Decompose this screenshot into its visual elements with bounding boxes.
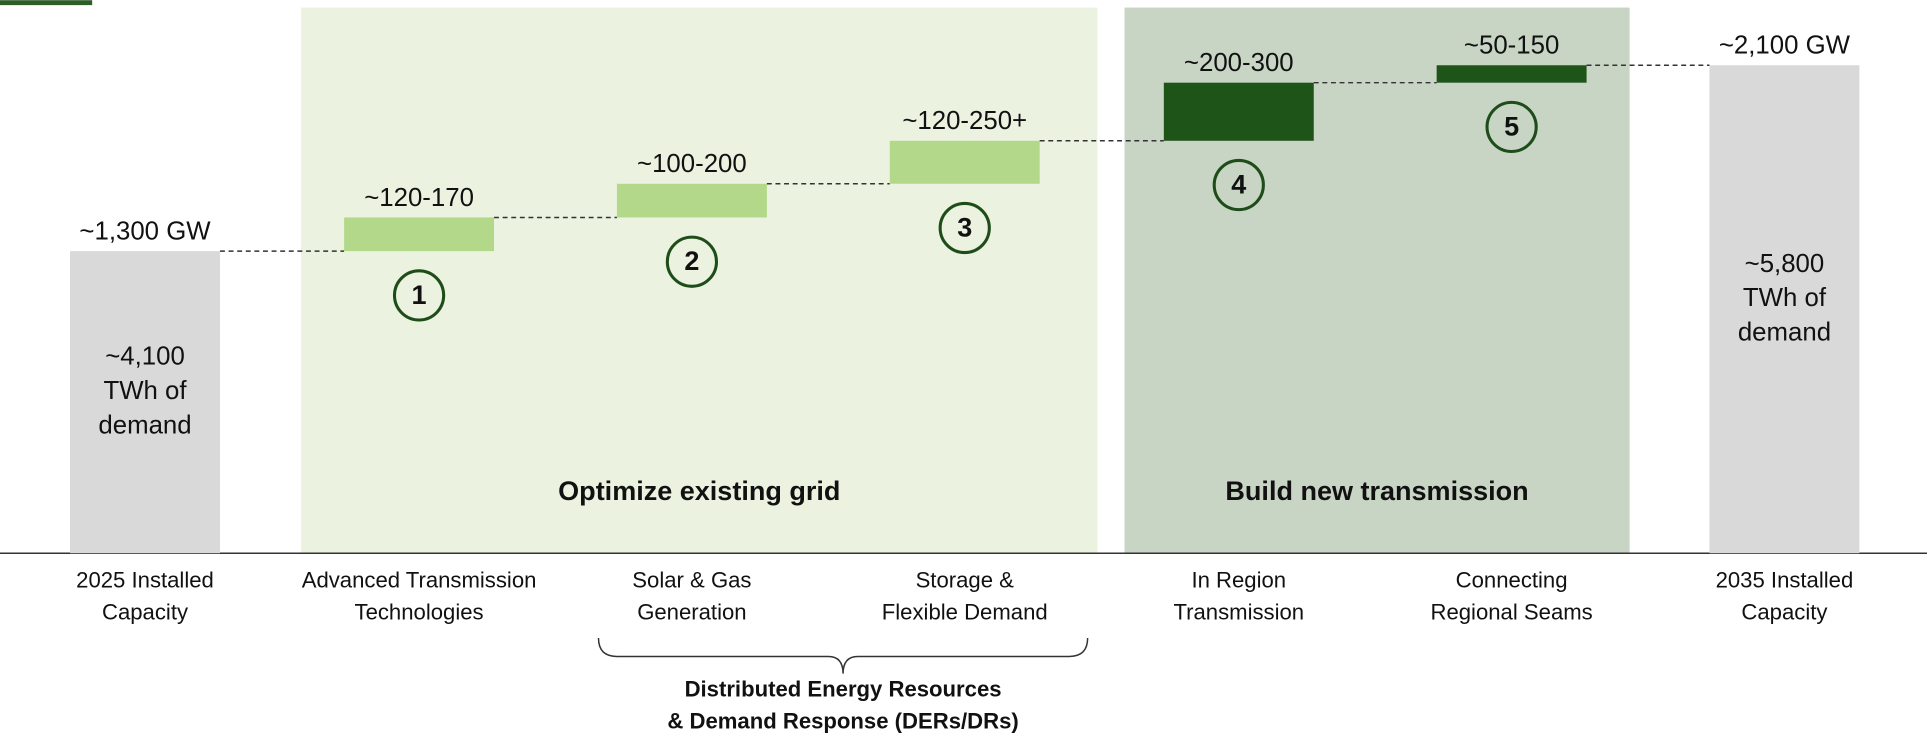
bar-note: ~5,800: [1745, 250, 1825, 278]
bar: [1709, 65, 1860, 554]
bar: [1163, 82, 1314, 141]
value-label: ~50-150: [1464, 32, 1559, 60]
region-label: Optimize existing grid: [558, 476, 840, 506]
value-label: ~100-200: [637, 150, 747, 178]
value-label: ~120-250+: [902, 107, 1027, 135]
bar-note: ~4,100: [105, 343, 185, 371]
x-tick-label: Connecting: [1456, 567, 1568, 592]
brace-label: & Demand Response (DERs/DRs): [667, 709, 1018, 734]
x-tick-label: Storage &: [916, 567, 1015, 592]
bar-note: TWh of: [103, 377, 187, 405]
accent-bar: [0, 0, 93, 6]
bar-note: demand: [1738, 319, 1831, 347]
x-tick-label: Capacity: [102, 599, 189, 624]
value-label: ~200-300: [1184, 49, 1294, 77]
region-label: Build new transmission: [1225, 476, 1528, 506]
step-circle: [1485, 100, 1538, 154]
x-tick-label: 2025 Installed: [76, 567, 214, 592]
x-tick-label: Regional Seams: [1430, 599, 1592, 624]
value-label: ~1,300 GW: [79, 218, 211, 246]
x-tick-label: 2035 Installed: [1716, 567, 1854, 592]
bar-note: demand: [98, 412, 191, 440]
brace: [597, 638, 1089, 674]
plot: Optimize existing grid Build new transmis…: [0, 32, 1927, 734]
x-tick-label: Transmission: [1173, 599, 1304, 624]
brace-label: Distributed Energy Resources: [685, 677, 1002, 702]
bar: [616, 183, 767, 218]
bar: [344, 217, 495, 252]
step-circle: [392, 269, 446, 322]
x-tick-label: Generation: [637, 599, 746, 624]
step-number: 4: [1231, 169, 1246, 199]
step-circle: [665, 235, 719, 288]
step-number: 5: [1504, 111, 1519, 141]
bar: [889, 140, 1040, 184]
step-number: 2: [684, 246, 699, 276]
x-tick-label: Solar & Gas: [632, 567, 751, 592]
regions: [301, 7, 1630, 554]
bar: [1436, 65, 1587, 83]
value-label: ~2,100 GW: [1719, 32, 1851, 60]
step-number: 1: [412, 280, 427, 310]
step-circle: [1212, 158, 1265, 212]
bar-note: TWh of: [1743, 284, 1827, 312]
step-number: 3: [957, 212, 972, 242]
x-tick-label: Technologies: [355, 599, 484, 624]
step-circle: [938, 201, 991, 255]
region-band: [301, 7, 1098, 554]
bar: [70, 251, 220, 554]
value-label: ~120-170: [364, 184, 474, 212]
x-tick-label: Flexible Demand: [882, 599, 1048, 624]
x-tick-label: In Region: [1191, 567, 1286, 592]
x-tick-label: Advanced Transmission: [302, 567, 537, 592]
x-tick-label: Capacity: [1741, 599, 1828, 624]
